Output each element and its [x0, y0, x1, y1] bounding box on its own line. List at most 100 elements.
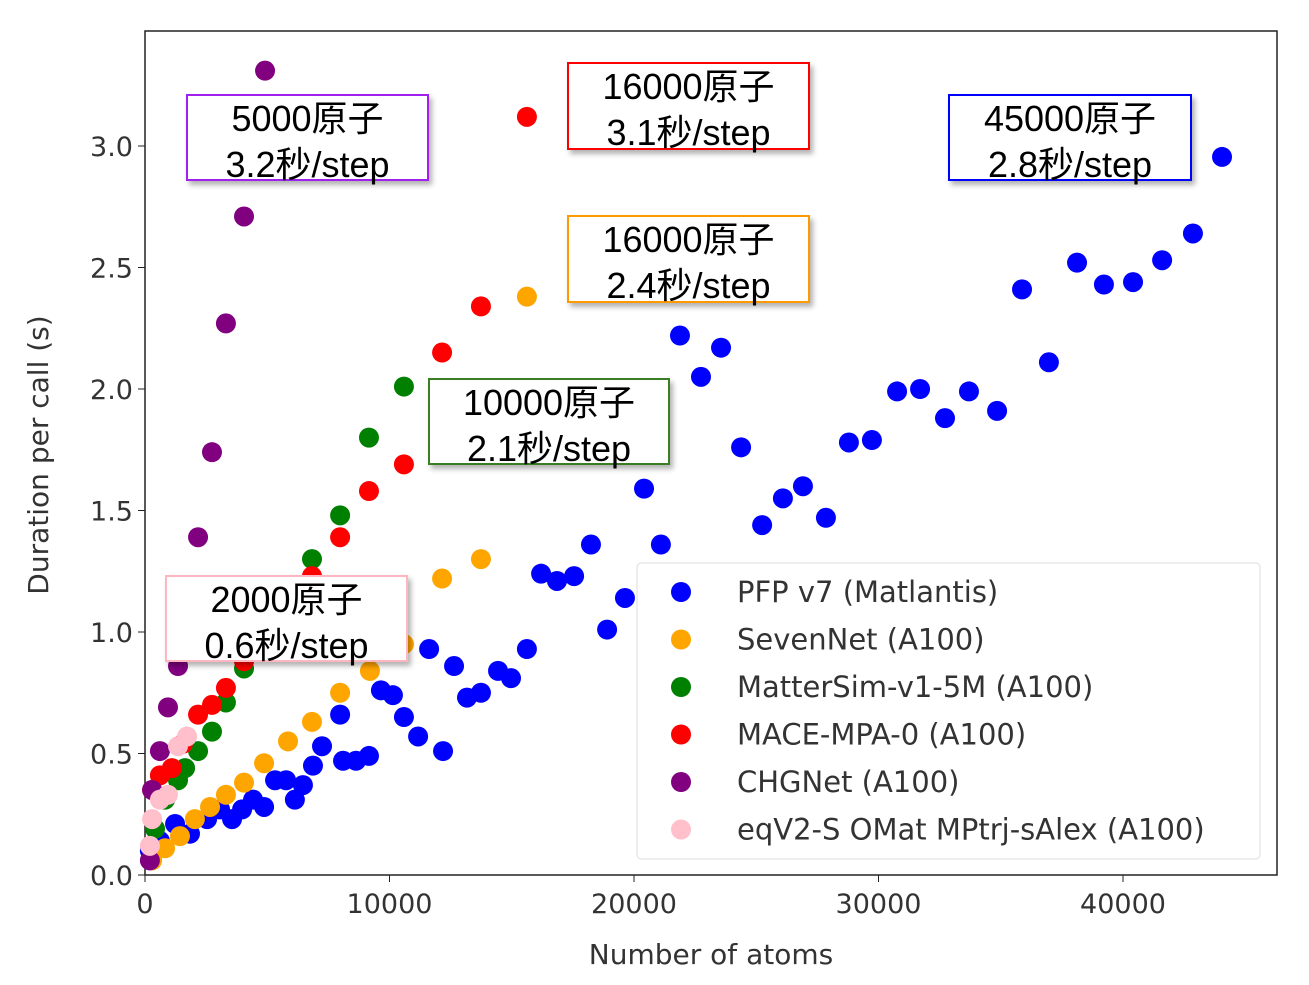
data-point-series-3 — [330, 527, 351, 548]
data-point-series-2 — [330, 505, 351, 526]
annotation-box: 2000原子 0.6秒/step — [165, 575, 408, 666]
data-point-series-1 — [278, 731, 299, 752]
data-point-series-0 — [330, 704, 351, 725]
y-tick-label: 1.5 — [90, 497, 133, 528]
data-point-series-0 — [634, 478, 655, 499]
data-point-series-1 — [359, 660, 380, 681]
annotation-speed: 2.4秒/step — [606, 265, 771, 306]
annotation-atoms: 2000原子 — [210, 579, 363, 620]
legend-marker — [671, 819, 691, 840]
annotation-atoms: 16000原子 — [602, 219, 775, 260]
annotation-speed: 3.2秒/step — [225, 144, 390, 185]
data-point-series-0 — [564, 566, 585, 587]
data-point-series-0 — [433, 741, 454, 762]
data-point-series-0 — [393, 707, 414, 728]
legend-marker — [671, 582, 691, 602]
data-point-series-3 — [215, 677, 236, 698]
annotation-speed: 2.8秒/step — [987, 144, 1153, 185]
data-point-series-0 — [910, 379, 931, 399]
data-point-series-1 — [470, 549, 491, 570]
data-point-series-0 — [419, 639, 440, 660]
x-tick-label: 20000 — [591, 889, 677, 920]
data-point-series-2 — [301, 549, 322, 570]
annotation-speed: 2.1秒/step — [466, 428, 632, 469]
data-point-series-0 — [1012, 279, 1033, 300]
legend-label: CHGNet (A100) — [737, 765, 959, 799]
data-point-series-2 — [393, 376, 414, 397]
data-point-series-4 — [188, 527, 209, 548]
annotation-speed: 3.1秒/step — [606, 112, 771, 153]
data-point-series-0 — [546, 570, 567, 591]
data-point-series-1 — [200, 796, 221, 817]
data-point-series-5 — [168, 736, 189, 757]
x-tick-label: 0 — [136, 889, 153, 920]
data-point-series-0 — [1152, 250, 1173, 271]
data-point-series-0 — [1038, 352, 1059, 373]
x-tick-label: 40000 — [1080, 889, 1166, 920]
data-point-series-1 — [301, 711, 322, 732]
data-point-series-3 — [470, 296, 491, 317]
data-point-series-3 — [201, 694, 222, 715]
data-point-series-0 — [1182, 223, 1203, 244]
data-point-series-3 — [188, 704, 209, 725]
annotation-box: 5000原子 3.2秒/step — [186, 94, 429, 185]
data-point-series-2 — [358, 427, 379, 448]
legend-marker — [671, 629, 691, 650]
data-point-series-0 — [838, 432, 859, 453]
data-point-series-4 — [157, 697, 178, 718]
data-point-series-0 — [580, 534, 601, 555]
data-point-series-0 — [772, 488, 793, 509]
y-tick-label: 0.0 — [90, 861, 133, 892]
data-point-series-0 — [614, 587, 635, 608]
y-tick-label: 1.0 — [90, 618, 133, 649]
legend — [636, 562, 1261, 860]
data-point-series-0 — [370, 680, 391, 701]
data-point-series-5 — [139, 835, 160, 856]
x-tick-label: 30000 — [836, 889, 922, 920]
data-point-series-3 — [393, 454, 414, 475]
annotation-atoms: 10000原子 — [462, 382, 636, 423]
legend-label: PFP v7 (Matlantis) — [737, 575, 998, 609]
data-point-series-4 — [139, 850, 160, 871]
data-point-series-0 — [935, 408, 956, 429]
legend-label: MatterSim-v1-5M (A100) — [737, 670, 1093, 704]
data-point-series-0 — [861, 430, 882, 451]
data-point-series-0 — [488, 660, 509, 681]
data-point-series-0 — [302, 755, 323, 776]
data-point-series-0 — [531, 563, 552, 584]
data-point-series-1 — [234, 772, 255, 793]
data-point-series-2 — [201, 721, 222, 742]
y-tick-label: 0.5 — [90, 740, 133, 771]
annotation-box: 10000原子 2.1秒/step — [428, 378, 670, 469]
data-point-series-0 — [333, 750, 354, 771]
data-point-series-4 — [201, 442, 222, 463]
data-point-series-0 — [887, 381, 908, 402]
annotation-atoms: 45000原子 — [983, 98, 1157, 139]
data-point-series-1 — [330, 682, 351, 703]
data-point-series-0 — [1123, 272, 1144, 293]
data-point-series-0 — [284, 789, 305, 810]
y-axis-label: Duration per call (s) — [22, 315, 55, 594]
y-tick-label: 2.5 — [90, 254, 133, 285]
data-point-series-0 — [650, 534, 671, 555]
data-point-series-0 — [457, 687, 478, 708]
data-point-series-0 — [265, 770, 286, 791]
data-point-series-0 — [408, 726, 429, 747]
data-point-series-1 — [155, 838, 176, 859]
data-point-series-0 — [752, 515, 773, 536]
data-point-series-4 — [149, 741, 170, 762]
data-point-series-0 — [444, 656, 465, 677]
data-point-series-0 — [312, 736, 333, 757]
legend-label: MACE-MPA-0 (A100) — [737, 718, 1026, 752]
data-point-series-0 — [1093, 274, 1114, 295]
data-point-series-4 — [255, 60, 276, 81]
data-point-series-4 — [234, 206, 255, 227]
annotation-box: 16000原子 3.1秒/step — [567, 62, 810, 153]
data-point-series-0 — [516, 639, 537, 660]
annotation-atoms: 16000原子 — [602, 66, 775, 107]
data-point-series-1 — [432, 568, 453, 589]
data-point-series-1 — [184, 809, 205, 830]
annotation-speed: 0.6秒/step — [204, 625, 369, 666]
data-point-series-0 — [597, 619, 618, 640]
